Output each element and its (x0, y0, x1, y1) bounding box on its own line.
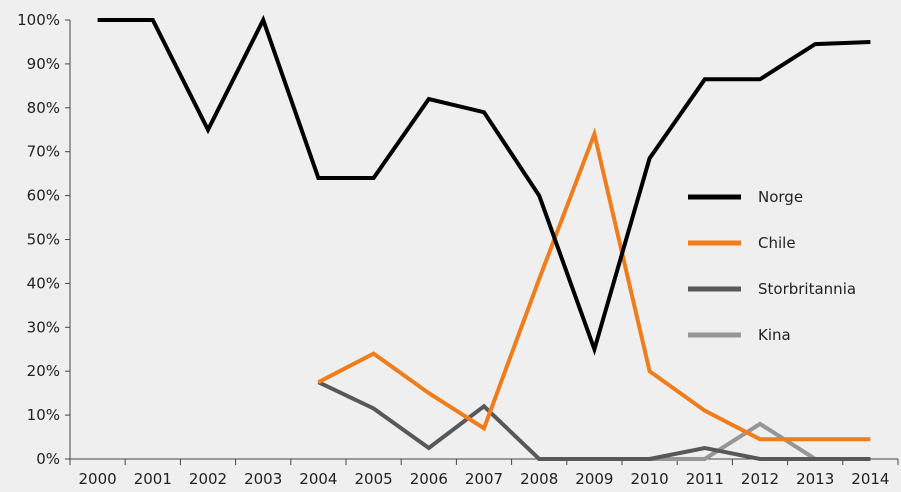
series-line-storbritannia (317, 380, 871, 461)
series-lines (97, 14, 871, 461)
y-tick-label: 50% (27, 231, 60, 249)
legend: Norge Chile Storbritannia Kina (688, 188, 856, 344)
x-tick-label: 2005 (355, 470, 393, 488)
y-tick-label: 30% (27, 318, 60, 336)
x-tick-label: 2003 (244, 470, 282, 488)
x-tick-label: 2011 (686, 470, 724, 488)
legend-label-storbritannia: Storbritannia (758, 280, 856, 298)
series-line-norge (97, 14, 871, 356)
legend-label-kina: Kina (758, 326, 791, 344)
x-tick-label: 2009 (575, 470, 613, 488)
x-tick-label: 2000 (79, 470, 117, 488)
y-tick-label: 80% (27, 99, 60, 117)
y-tick-label: 100% (17, 11, 60, 29)
series-line-chile (317, 127, 871, 442)
y-tick-label: 20% (27, 362, 60, 380)
x-tick-label: 2001 (134, 470, 172, 488)
y-tick-label: 70% (27, 143, 60, 161)
x-tick-label: 2012 (741, 470, 779, 488)
x-tick-label: 2014 (851, 470, 889, 488)
x-tick-label: 2006 (410, 470, 448, 488)
x-tick-label: 2004 (299, 470, 337, 488)
x-tick-label: 2007 (465, 470, 503, 488)
x-tick-label: 2008 (520, 470, 558, 488)
x-tick-label: 2013 (796, 470, 834, 488)
x-tick-group: 2000 2001 2002 2003 2004 2005 2006 2007 2008 2009… (69, 459, 899, 488)
y-tick-label: 10% (27, 406, 60, 424)
y-tick-label: 40% (27, 274, 60, 292)
y-tick-label: 60% (27, 187, 60, 205)
x-tick-label: 2010 (631, 470, 669, 488)
legend-label-norge: Norge (758, 188, 803, 206)
y-tick-group: 0% 10% 20% 30% 40% 50% 60% 70% 80% 90% 100% (17, 11, 70, 468)
legend-label-chile: Chile (758, 234, 796, 252)
x-tick-label: 2002 (189, 470, 227, 488)
y-tick-label: 90% (27, 55, 60, 73)
y-tick-label: 0% (36, 450, 60, 468)
